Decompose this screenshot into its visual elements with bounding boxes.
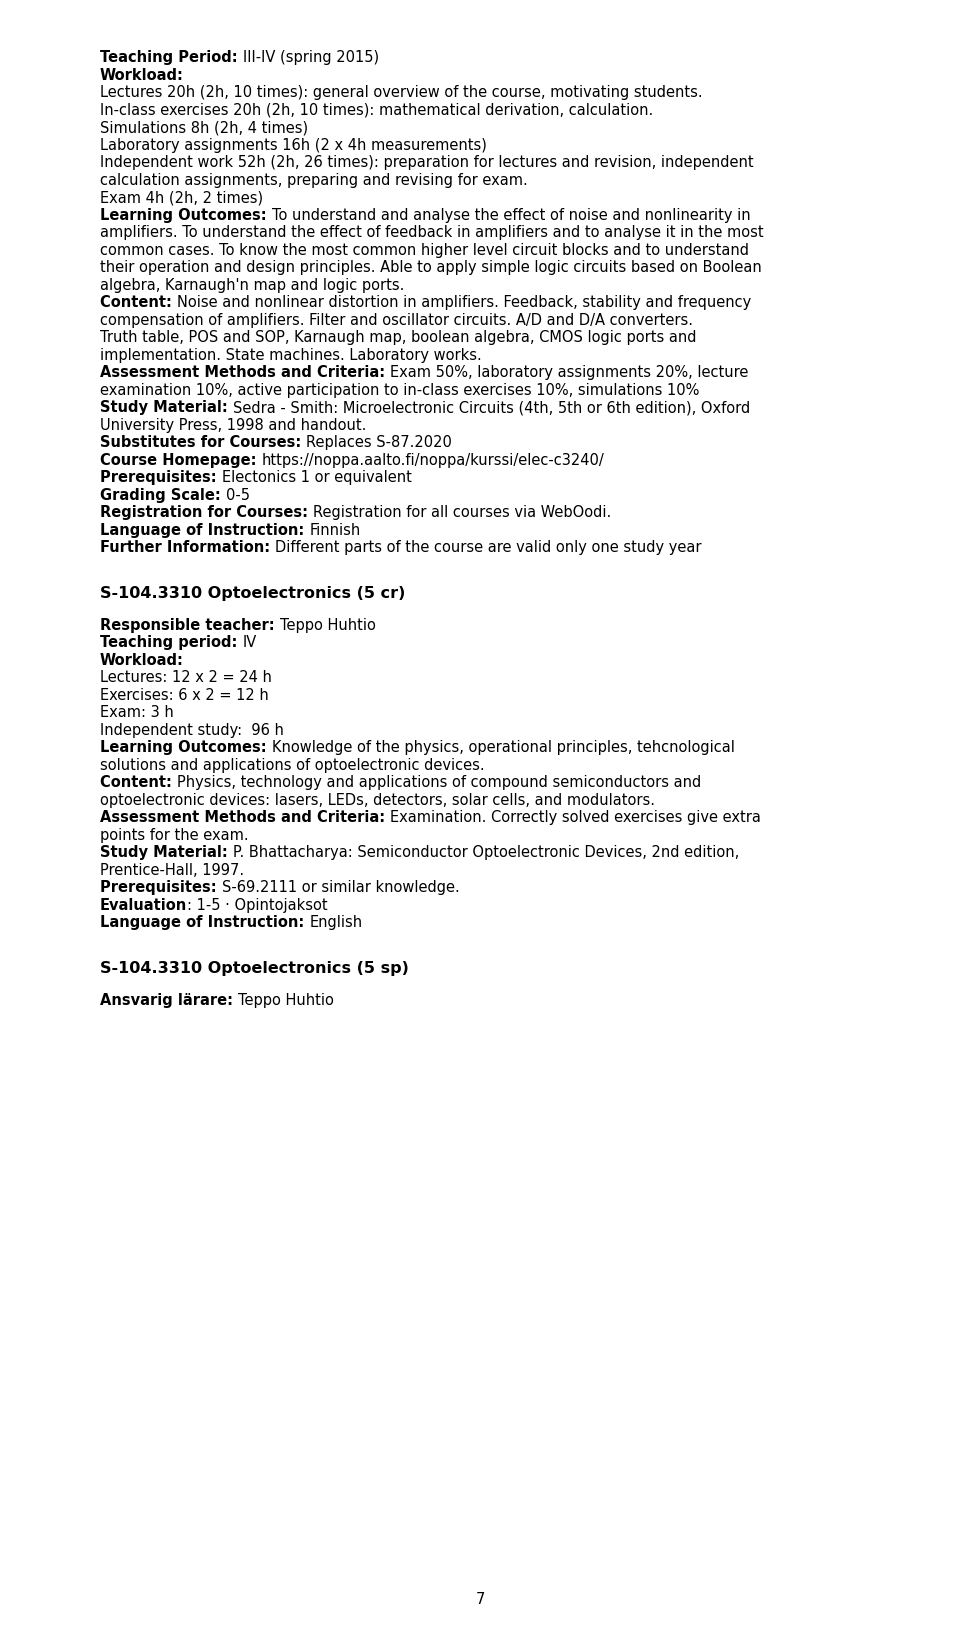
Text: Course Homepage:: Course Homepage: bbox=[100, 453, 262, 468]
Text: Further Information:: Further Information: bbox=[100, 540, 276, 555]
Text: Sedra - Smith: Microelectronic Circuits (4th, 5th or 6th edition), Oxford: Sedra - Smith: Microelectronic Circuits … bbox=[233, 401, 750, 415]
Text: Grading Scale:: Grading Scale: bbox=[100, 488, 226, 502]
Text: examination 10%, active participation to in-class exercises 10%, simulations 10%: examination 10%, active participation to… bbox=[100, 383, 700, 397]
Text: III-IV (spring 2015): III-IV (spring 2015) bbox=[243, 49, 379, 66]
Text: Teppo Huhtio: Teppo Huhtio bbox=[238, 993, 334, 1008]
Text: Exam: 3 h: Exam: 3 h bbox=[100, 706, 174, 721]
Text: Noise and nonlinear distortion in amplifiers. Feedback, stability and frequency: Noise and nonlinear distortion in amplif… bbox=[177, 296, 752, 310]
Text: amplifiers. To understand the effect of feedback in amplifiers and to analyse it: amplifiers. To understand the effect of … bbox=[100, 225, 763, 240]
Text: Content:: Content: bbox=[100, 296, 177, 310]
Text: : 1-5 · Opintojaksot: : 1-5 · Opintojaksot bbox=[187, 898, 328, 913]
Text: Prentice-Hall, 1997.: Prentice-Hall, 1997. bbox=[100, 864, 244, 878]
Text: 0-5: 0-5 bbox=[226, 488, 250, 502]
Text: points for the exam.: points for the exam. bbox=[100, 828, 249, 842]
Text: S-104.3310 Optoelectronics (5 cr): S-104.3310 Optoelectronics (5 cr) bbox=[100, 586, 405, 601]
Text: Examination. Correctly solved exercises give extra: Examination. Correctly solved exercises … bbox=[391, 811, 761, 826]
Text: Responsible teacher:: Responsible teacher: bbox=[100, 617, 279, 632]
Text: Independent work 52h (2h, 26 times): preparation for lectures and revision, inde: Independent work 52h (2h, 26 times): pre… bbox=[100, 154, 754, 171]
Text: Independent study:  96 h: Independent study: 96 h bbox=[100, 722, 284, 737]
Text: common cases. To know the most common higher level circuit blocks and to underst: common cases. To know the most common hi… bbox=[100, 243, 749, 258]
Text: Teaching Period:: Teaching Period: bbox=[100, 49, 243, 66]
Text: Language of Instruction:: Language of Instruction: bbox=[100, 522, 309, 537]
Text: Truth table, POS and SOP, Karnaugh map, boolean algebra, CMOS logic ports and: Truth table, POS and SOP, Karnaugh map, … bbox=[100, 330, 697, 345]
Text: Prerequisites:: Prerequisites: bbox=[100, 470, 222, 484]
Text: solutions and applications of optoelectronic devices.: solutions and applications of optoelectr… bbox=[100, 759, 485, 773]
Text: S-104.3310 Optoelectronics (5 sp): S-104.3310 Optoelectronics (5 sp) bbox=[100, 961, 409, 975]
Text: University Press, 1998 and handout.: University Press, 1998 and handout. bbox=[100, 417, 367, 432]
Text: Replaces S-87.2020: Replaces S-87.2020 bbox=[306, 435, 452, 450]
Text: Lectures 20h (2h, 10 times): general overview of the course, motivating students: Lectures 20h (2h, 10 times): general ove… bbox=[100, 85, 703, 100]
Text: Registration for all courses via WebOodi.: Registration for all courses via WebOodi… bbox=[313, 506, 612, 521]
Text: P. Bhattacharya: Semiconductor Optoelectronic Devices, 2nd edition,: P. Bhattacharya: Semiconductor Optoelect… bbox=[233, 846, 739, 860]
Text: Ansvarig lärare:: Ansvarig lärare: bbox=[100, 993, 238, 1008]
Text: Exam 50%, laboratory assignments 20%, lecture: Exam 50%, laboratory assignments 20%, le… bbox=[391, 365, 749, 379]
Text: algebra, Karnaugh'n map and logic ports.: algebra, Karnaugh'n map and logic ports. bbox=[100, 277, 404, 292]
Text: implementation. State machines. Laboratory works.: implementation. State machines. Laborato… bbox=[100, 348, 482, 363]
Text: Simulations 8h (2h, 4 times): Simulations 8h (2h, 4 times) bbox=[100, 120, 308, 135]
Text: S-69.2111 or similar knowledge.: S-69.2111 or similar knowledge. bbox=[222, 880, 460, 895]
Text: To understand and analyse the effect of noise and nonlinearity in: To understand and analyse the effect of … bbox=[272, 207, 751, 223]
Text: Finnish: Finnish bbox=[309, 522, 361, 537]
Text: English: English bbox=[309, 915, 363, 931]
Text: Substitutes for Courses:: Substitutes for Courses: bbox=[100, 435, 306, 450]
Text: Exercises: 6 x 2 = 12 h: Exercises: 6 x 2 = 12 h bbox=[100, 688, 269, 703]
Text: Physics, technology and applications of compound semiconductors and: Physics, technology and applications of … bbox=[177, 775, 701, 790]
Text: Laboratory assignments 16h (2 x 4h measurements): Laboratory assignments 16h (2 x 4h measu… bbox=[100, 138, 487, 153]
Text: Workload:: Workload: bbox=[100, 67, 184, 82]
Text: Teppo Huhtio: Teppo Huhtio bbox=[279, 617, 375, 632]
Text: calculation assignments, preparing and revising for exam.: calculation assignments, preparing and r… bbox=[100, 172, 528, 187]
Text: Knowledge of the physics, operational principles, tehcnological: Knowledge of the physics, operational pr… bbox=[272, 741, 734, 755]
Text: Registration for Courses:: Registration for Courses: bbox=[100, 506, 313, 521]
Text: Exam 4h (2h, 2 times): Exam 4h (2h, 2 times) bbox=[100, 190, 263, 205]
Text: Study Material:: Study Material: bbox=[100, 401, 233, 415]
Text: https://noppa.aalto.fi/noppa/kurssi/elec-c3240/: https://noppa.aalto.fi/noppa/kurssi/elec… bbox=[262, 453, 605, 468]
Text: Lectures: 12 x 2 = 24 h: Lectures: 12 x 2 = 24 h bbox=[100, 670, 272, 685]
Text: IV: IV bbox=[243, 635, 256, 650]
Text: Different parts of the course are valid only one study year: Different parts of the course are valid … bbox=[276, 540, 702, 555]
Text: Electonics 1 or equivalent: Electonics 1 or equivalent bbox=[222, 470, 412, 484]
Text: Learning Outcomes:: Learning Outcomes: bbox=[100, 207, 272, 223]
Text: Evaluation: Evaluation bbox=[100, 898, 187, 913]
Text: In-class exercises 20h (2h, 10 times): mathematical derivation, calculation.: In-class exercises 20h (2h, 10 times): m… bbox=[100, 102, 653, 118]
Text: Assessment Methods and Criteria:: Assessment Methods and Criteria: bbox=[100, 811, 391, 826]
Text: their operation and design principles. Able to apply simple logic circuits based: their operation and design principles. A… bbox=[100, 259, 761, 274]
Text: Prerequisites:: Prerequisites: bbox=[100, 880, 222, 895]
Text: Study Material:: Study Material: bbox=[100, 846, 233, 860]
Text: compensation of amplifiers. Filter and oscillator circuits. A/D and D/A converte: compensation of amplifiers. Filter and o… bbox=[100, 312, 693, 327]
Text: Language of Instruction:: Language of Instruction: bbox=[100, 915, 309, 931]
Text: Assessment Methods and Criteria:: Assessment Methods and Criteria: bbox=[100, 365, 391, 379]
Text: 7: 7 bbox=[475, 1593, 485, 1608]
Text: Workload:: Workload: bbox=[100, 654, 184, 668]
Text: Content:: Content: bbox=[100, 775, 177, 790]
Text: optoelectronic devices: lasers, LEDs, detectors, solar cells, and modulators.: optoelectronic devices: lasers, LEDs, de… bbox=[100, 793, 655, 808]
Text: Learning Outcomes:: Learning Outcomes: bbox=[100, 741, 272, 755]
Text: Teaching period:: Teaching period: bbox=[100, 635, 243, 650]
